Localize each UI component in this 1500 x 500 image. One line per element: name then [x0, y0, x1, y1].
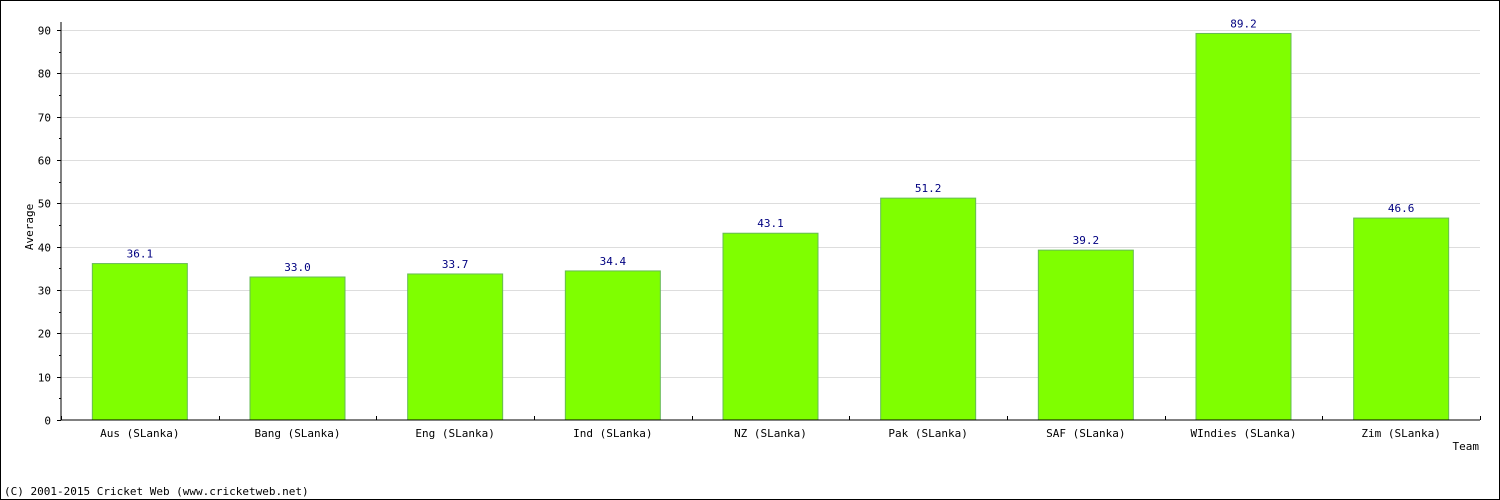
ticks-layer: [57, 30, 1481, 421]
bar-value-label: 34.4: [600, 255, 627, 268]
x-tick-label: Pak (SLanka): [888, 427, 967, 440]
bars-layer: [91, 32, 1450, 421]
y-tick-label: 50: [38, 198, 51, 211]
bar: [1195, 32, 1292, 421]
bar-value-label: 33.0: [284, 261, 311, 274]
x-tick-label: Aus (SLanka): [100, 427, 179, 440]
bar-value-label: 39.2: [1073, 234, 1100, 247]
bar: [249, 276, 346, 421]
bar-value-label: 89.2: [1230, 17, 1257, 30]
bar: [1037, 249, 1134, 421]
labels-layer: 0 10 20 30 40 50 60 70 80 90 36.1 Aus (SLanka) 33.0 B…: [38, 17, 1441, 440]
bar: [880, 197, 977, 421]
x-tick-label: Ind (SLanka): [573, 427, 652, 440]
x-tick-label: Bang (SLanka): [254, 427, 340, 440]
bar-value-label: 33.7: [442, 258, 469, 271]
bar-value-label: 46.6: [1388, 202, 1415, 215]
y-tick-label: 30: [38, 285, 51, 298]
bar: [722, 232, 819, 421]
y-tick-label: 60: [38, 155, 51, 168]
bar-value-label: 51.2: [915, 182, 942, 195]
y-tick-label: 10: [38, 372, 51, 385]
x-axis-title: Team: [1453, 440, 1480, 453]
bar: [407, 273, 504, 421]
x-tick-label: Zim (SLanka): [1361, 427, 1440, 440]
y-tick-label: 90: [38, 25, 51, 38]
y-axis-title: Average: [23, 204, 36, 250]
y-tick-label: 40: [38, 242, 51, 255]
y-tick-label: 70: [38, 112, 51, 125]
y-tick-label: 80: [38, 68, 51, 81]
bar: [564, 270, 661, 421]
x-tick-label: SAF (SLanka): [1046, 427, 1125, 440]
bar-value-label: 43.1: [757, 217, 784, 230]
x-tick-label: Eng (SLanka): [415, 427, 494, 440]
y-tick-label: 0: [44, 415, 51, 428]
bar: [1353, 217, 1450, 421]
x-tick-label: NZ (SLanka): [734, 427, 807, 440]
y-tick-label: 20: [38, 328, 51, 341]
copyright-text: (C) 2001-2015 Cricket Web (www.cricketwe…: [4, 485, 309, 498]
x-tick-label: WIndies (SLanka): [1191, 427, 1297, 440]
bar: [91, 263, 188, 421]
axes-layer: [60, 22, 1480, 421]
bar-value-label: 36.1: [127, 248, 154, 261]
